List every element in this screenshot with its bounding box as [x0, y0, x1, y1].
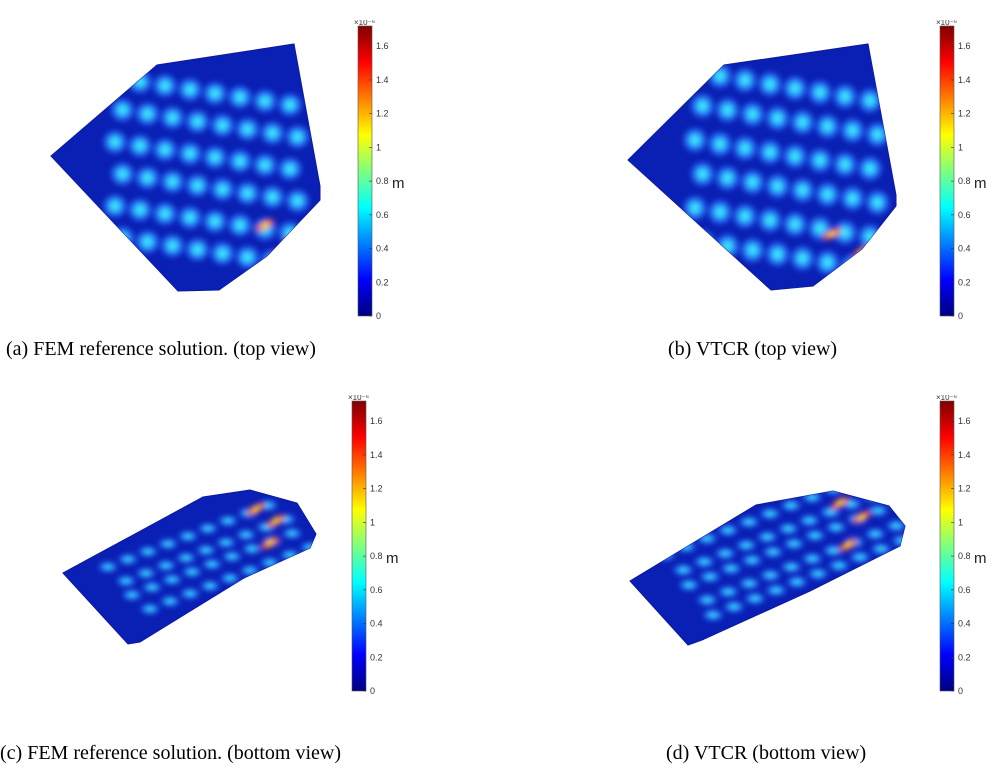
colorbar-tick-d: 0.4: [958, 619, 971, 629]
colorbar-multiplier-d: ×10⁻⁶: [936, 395, 957, 402]
colorbar-tick-a: 1: [376, 142, 381, 152]
colorbar-tick-c: 0.2: [370, 652, 383, 662]
wave-pattern-b: [683, 60, 889, 283]
colorbar-tick-d: 1.6: [958, 416, 971, 426]
colorbar-tick-d: 0: [958, 686, 963, 695]
caption-b: (b) VTCR (top view): [668, 338, 838, 360]
wave-pattern-d: [655, 491, 905, 621]
colorbar-tick-c: 0.6: [370, 585, 383, 595]
field-plot-a: ×10⁻⁶ 0 0.2 0.4 0.6 0.8 1 1.2 1.4 1.6 m: [50, 20, 405, 320]
colorbar-tick-b: 1.4: [958, 75, 971, 85]
colorbar-tick-b: 0: [958, 311, 963, 320]
field-plot-c: ×10⁻⁶ 0 0.2 0.4 0.6 0.8 1 1.2 1.4 1.6 m: [62, 395, 399, 695]
panel-a: ×10⁻⁶ 0 0.2 0.4 0.6 0.8 1 1.2 1.4 1.6 m: [30, 20, 450, 320]
colorbar-multiplier-c: ×10⁻⁶: [348, 395, 369, 402]
colorbar-tick-b: 1.2: [958, 109, 971, 119]
colorbar-tick-a: 0.8: [376, 176, 389, 186]
colorbar-multiplier-a: ×10⁻⁶: [354, 20, 375, 27]
colorbar-tick-c: 1.4: [370, 450, 383, 460]
caption-c: (c) FEM reference solution. (bottom view…: [0, 742, 342, 764]
colorbar-tick-d: 0.2: [958, 652, 971, 662]
colorbar-unit-d: m: [974, 550, 987, 567]
colorbar-tick-d: 1.2: [958, 484, 971, 494]
colorbar-tick-c: 1.2: [370, 484, 383, 494]
colorbar-tick-a: 0.2: [376, 277, 389, 287]
colorbar-tick-b: 0.8: [958, 176, 971, 186]
colorbar-tick-c: 1: [370, 517, 375, 527]
colorbar-a: [357, 25, 373, 317]
colorbar-c: [351, 400, 367, 692]
panel-b: ×10⁻⁶ 0 0.2 0.4 0.6 0.8 1 1.2 1.4 1.6 m: [600, 20, 1005, 320]
colorbar-tick-a: 0: [376, 311, 381, 320]
colorbar-tick-a: 1.6: [376, 41, 389, 51]
colorbar-tick-c: 0.8: [370, 551, 383, 561]
colorbar-multiplier-b: ×10⁻⁶: [936, 20, 957, 27]
colorbar-tick-b: 1: [958, 142, 963, 152]
field-plot-d: ×10⁻⁶ 0 0.2 0.4 0.6 0.8 1 1.2 1.4 1.6 m: [629, 395, 987, 695]
colorbar-tick-b: 1.6: [958, 41, 971, 51]
colorbar-tick-d: 1: [958, 517, 963, 527]
caption-d: (d) VTCR (bottom view): [666, 742, 867, 764]
colorbar-unit-c: m: [386, 550, 399, 567]
colorbar-tick-a: 0.4: [376, 244, 389, 254]
colorbar-tick-b: 0.2: [958, 277, 971, 287]
colorbar-d: [939, 400, 955, 692]
colorbar-tick-d: 1.4: [958, 450, 971, 460]
colorbar-tick-c: 0.4: [370, 619, 383, 629]
colorbar-tick-b: 0.6: [958, 210, 971, 220]
colorbar-tick-c: 0: [370, 686, 375, 695]
panel-c: ×10⁻⁶ 0 0.2 0.4 0.6 0.8 1 1.2 1.4 1.6 m: [30, 395, 450, 695]
panel-d: ×10⁻⁶ 0 0.2 0.4 0.6 0.8 1 1.2 1.4 1.6 m: [600, 395, 1005, 695]
colorbar-tick-a: 1.4: [376, 75, 389, 85]
colorbar-tick-b: 0.4: [958, 244, 971, 254]
colorbar-tick-d: 0.8: [958, 551, 971, 561]
colorbar-tick-a: 1.2: [376, 109, 389, 119]
colorbar-unit-b: m: [974, 175, 987, 192]
wave-pattern-c: [99, 500, 316, 614]
caption-a: (a) FEM reference solution. (top view): [6, 338, 316, 360]
colorbar-unit-a: m: [392, 175, 405, 192]
colorbar-b: [939, 25, 955, 317]
colorbar-tick-a: 0.6: [376, 210, 389, 220]
surface-c: [62, 489, 317, 645]
colorbar-tick-c: 1.6: [370, 416, 383, 426]
colorbar-tick-d: 0.6: [958, 585, 971, 595]
field-plot-b: ×10⁻⁶ 0 0.2 0.4 0.6 0.8 1 1.2 1.4 1.6 m: [627, 20, 987, 320]
